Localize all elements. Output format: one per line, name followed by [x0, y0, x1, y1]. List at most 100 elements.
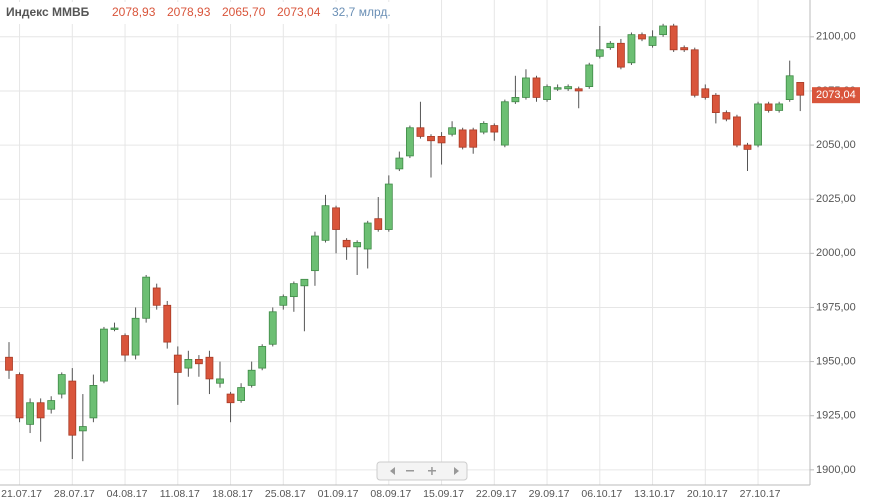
x-tick-label: 25.08.17	[265, 488, 306, 500]
candle-body	[775, 103, 784, 111]
x-tick-label: 18.08.17	[212, 488, 253, 500]
x-tick-label: 01.09.17	[318, 488, 359, 500]
candle-body	[110, 327, 119, 330]
candle-body	[258, 346, 267, 369]
x-tick-label: 06.10.17	[581, 488, 622, 500]
header-bg	[0, 2, 402, 24]
candle-body	[142, 276, 151, 319]
candle-body	[617, 42, 625, 68]
candle-body	[606, 42, 615, 49]
header-open: 2078,93	[112, 5, 156, 19]
header-title: Индекс ММВБ	[6, 5, 90, 19]
candle-body	[574, 88, 583, 92]
candle-body	[321, 205, 330, 241]
last-price-label: 2073,04	[816, 89, 856, 101]
x-tick-label: 21.07.17	[1, 488, 42, 500]
y-tick-label: 2025,00	[816, 193, 856, 205]
candle-body	[785, 75, 794, 100]
x-tick-label: 28.07.17	[54, 488, 95, 500]
candle-body	[384, 183, 393, 230]
header-close: 2073,04	[277, 5, 321, 19]
x-tick-label: 29.09.17	[529, 488, 570, 500]
candle-body	[680, 47, 689, 51]
candle-body	[479, 123, 488, 133]
candle-body	[237, 387, 246, 401]
candles	[5, 23, 805, 462]
candle-body	[332, 207, 340, 230]
candle-body	[764, 103, 773, 111]
last-price-box	[812, 87, 860, 104]
candle-body	[300, 278, 309, 287]
candle-body	[100, 328, 108, 382]
candle-body	[247, 369, 256, 386]
y-tick-label: 2100,00	[816, 31, 856, 43]
x-tick-label: 20.10.17	[687, 488, 728, 500]
x-tick-label: 27.10.17	[740, 488, 781, 500]
candle-body	[532, 77, 541, 98]
candle-body	[458, 129, 467, 148]
candle-body	[722, 112, 731, 120]
nav-box	[376, 461, 468, 481]
candle-body	[184, 359, 193, 369]
candle-body	[279, 296, 288, 306]
x-tick-label: 11.08.17	[160, 488, 200, 500]
candle-body	[78, 426, 87, 432]
nav-right[interactable]	[454, 467, 459, 475]
candle-body	[564, 86, 573, 90]
candle-body	[669, 25, 678, 51]
candle-body	[511, 97, 520, 103]
candle-body	[47, 400, 56, 410]
candle-body	[754, 103, 762, 146]
y-tick-label: 1975,00	[816, 301, 856, 313]
candle-body	[152, 287, 161, 306]
y-tick-label: 2050,00	[816, 139, 856, 151]
candle-body	[405, 127, 414, 157]
candle-body	[585, 64, 594, 88]
x-tick-label: 15.09.17	[423, 488, 464, 500]
candle-body	[268, 311, 277, 345]
x-tick-label: 04.08.17	[107, 488, 148, 500]
y-tick-label: 1900,00	[816, 464, 856, 476]
candle-body	[68, 380, 77, 436]
candle-body	[448, 127, 457, 135]
header-high: 2078,93	[167, 5, 211, 19]
y-tick-label: 2000,00	[816, 247, 856, 259]
candle-body	[711, 94, 720, 113]
nav-left[interactable]	[390, 467, 395, 475]
candle-body	[289, 283, 298, 298]
candle-body	[416, 127, 425, 137]
candle-body	[26, 402, 35, 425]
candle-body	[437, 136, 446, 144]
candle-body	[553, 87, 562, 90]
candle-body	[374, 218, 383, 230]
candle-body	[733, 116, 741, 146]
candle-body	[194, 359, 203, 365]
candle-body	[638, 34, 646, 40]
candle-body	[36, 402, 45, 419]
candle-body	[690, 49, 699, 96]
candle-body	[311, 235, 319, 272]
nav-zoom-out[interactable]	[406, 470, 414, 472]
candle-body	[342, 239, 351, 248]
header-low: 2065,70	[222, 5, 266, 19]
candle-body	[743, 144, 752, 150]
nav-zoom-in[interactable]	[428, 467, 436, 475]
candle-body	[796, 82, 805, 96]
x-tick-label: 08.09.17	[370, 488, 411, 500]
candle-body	[659, 25, 667, 36]
x-tick-label: 13.10.17	[634, 488, 675, 500]
candle-body	[205, 356, 214, 380]
candle-body	[395, 157, 404, 170]
candle-body	[627, 34, 636, 64]
candle-body	[57, 374, 66, 395]
candle-body	[216, 378, 224, 384]
candle-body	[500, 101, 509, 146]
candle-body	[427, 136, 435, 142]
candle-body	[15, 374, 24, 419]
candle-body	[89, 385, 98, 419]
candle-body	[173, 354, 182, 373]
candle-body	[701, 88, 710, 98]
candle-body	[543, 86, 551, 100]
candle-body	[353, 242, 362, 248]
